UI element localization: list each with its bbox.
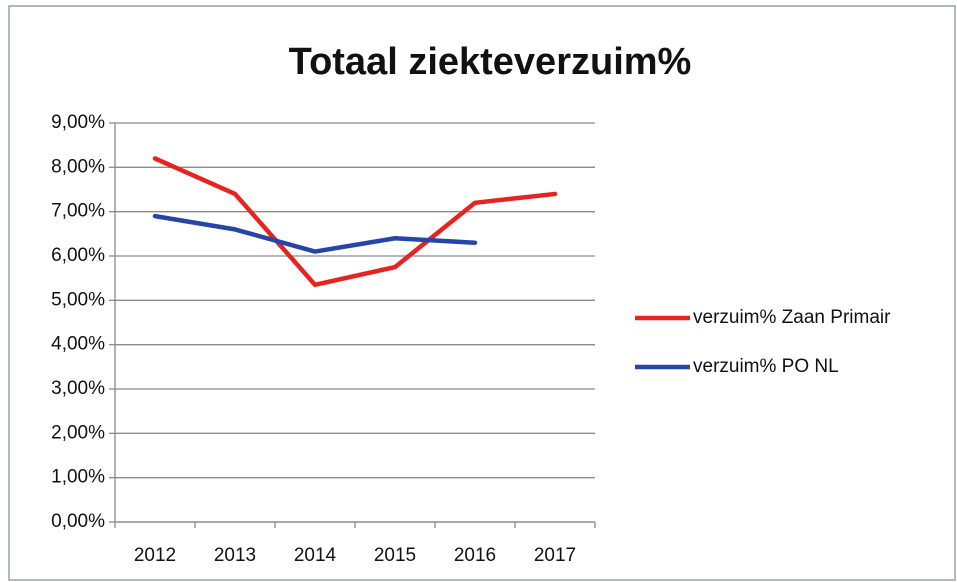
y-tick-label: 8,00% — [51, 156, 105, 177]
y-tick-label: 7,00% — [51, 201, 105, 222]
y-tick-label: 5,00% — [51, 289, 105, 310]
y-tick-label: 2,00% — [51, 422, 105, 443]
x-tick-label: 2013 — [214, 545, 256, 566]
x-tick-label: 2014 — [294, 545, 337, 566]
chart-title: Totaal ziekteverzuim% — [289, 41, 692, 83]
x-tick-label: 2015 — [374, 545, 416, 566]
y-tick-label: 3,00% — [51, 378, 105, 399]
y-tick-label: 4,00% — [51, 334, 105, 355]
y-tick-label: 1,00% — [51, 467, 105, 488]
y-tick-label: 0,00% — [51, 511, 105, 532]
y-tick-label: 9,00% — [51, 112, 105, 133]
x-tick-label: 2017 — [534, 545, 576, 566]
y-tick-label: 6,00% — [51, 245, 105, 266]
x-tick-label: 2016 — [454, 545, 496, 566]
x-tick-label: 2012 — [134, 545, 176, 566]
data-line — [152, 156, 558, 288]
data-line — [152, 213, 478, 254]
legend-label: verzuim% PO NL — [693, 356, 839, 377]
chart-frame — [8, 5, 956, 581]
legend-label: verzuim% Zaan Primair — [693, 307, 891, 328]
